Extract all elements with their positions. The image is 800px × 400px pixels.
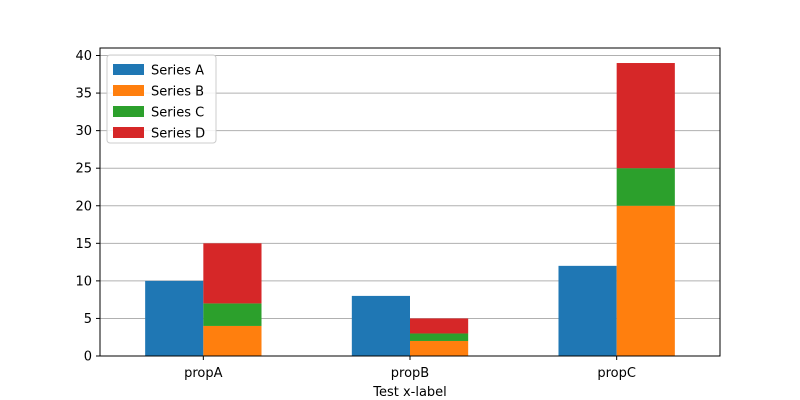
legend-swatch — [113, 85, 144, 96]
bar-series-b-propA — [203, 325, 262, 356]
bar-series-c-propB — [410, 333, 469, 341]
x-tick-label: propC — [597, 366, 636, 381]
legend-label: Series C — [151, 106, 204, 121]
x-axis: propA propB propC — [184, 356, 636, 381]
legend-label: Series B — [151, 85, 204, 100]
bar-series-c-propC — [616, 168, 675, 206]
y-tick-label: 5 — [84, 312, 92, 327]
legend-label: Series A — [151, 64, 204, 79]
legend-swatch — [113, 64, 144, 75]
y-tick-label: 15 — [75, 237, 92, 252]
legend-label: Series D — [151, 127, 205, 142]
bar-series-d-propA — [203, 243, 262, 304]
bar-series-d-propC — [616, 63, 675, 169]
legend-swatch — [113, 106, 144, 117]
bar-series-b-propC — [616, 205, 675, 356]
bar-series-a-propB — [351, 295, 410, 356]
x-axis-label: Test x-label — [372, 385, 447, 400]
bar-series-a-propA — [145, 280, 204, 356]
x-tick-label: propB — [391, 366, 429, 381]
y-tick-label: 30 — [75, 124, 92, 139]
legend-box — [106, 54, 217, 144]
y-tick-label: 25 — [75, 162, 92, 177]
y-tick-label: 0 — [84, 350, 92, 365]
legend: Series A Series B Series C Series D — [106, 54, 217, 144]
bar-series-b-propB — [410, 340, 469, 356]
bar-series-a-propC — [558, 265, 617, 356]
y-tick-label: 10 — [75, 274, 92, 289]
y-tick-label: 40 — [75, 49, 92, 64]
y-axis: 0 5 10 15 20 25 30 35 40 — [75, 49, 100, 365]
y-tick-label: 20 — [75, 199, 92, 214]
x-tick-label: propA — [184, 366, 223, 381]
y-tick-label: 35 — [75, 87, 92, 102]
bars — [145, 63, 675, 356]
bar-series-d-propB — [410, 318, 469, 334]
bar-series-c-propA — [203, 303, 262, 326]
legend-swatch — [113, 127, 144, 138]
